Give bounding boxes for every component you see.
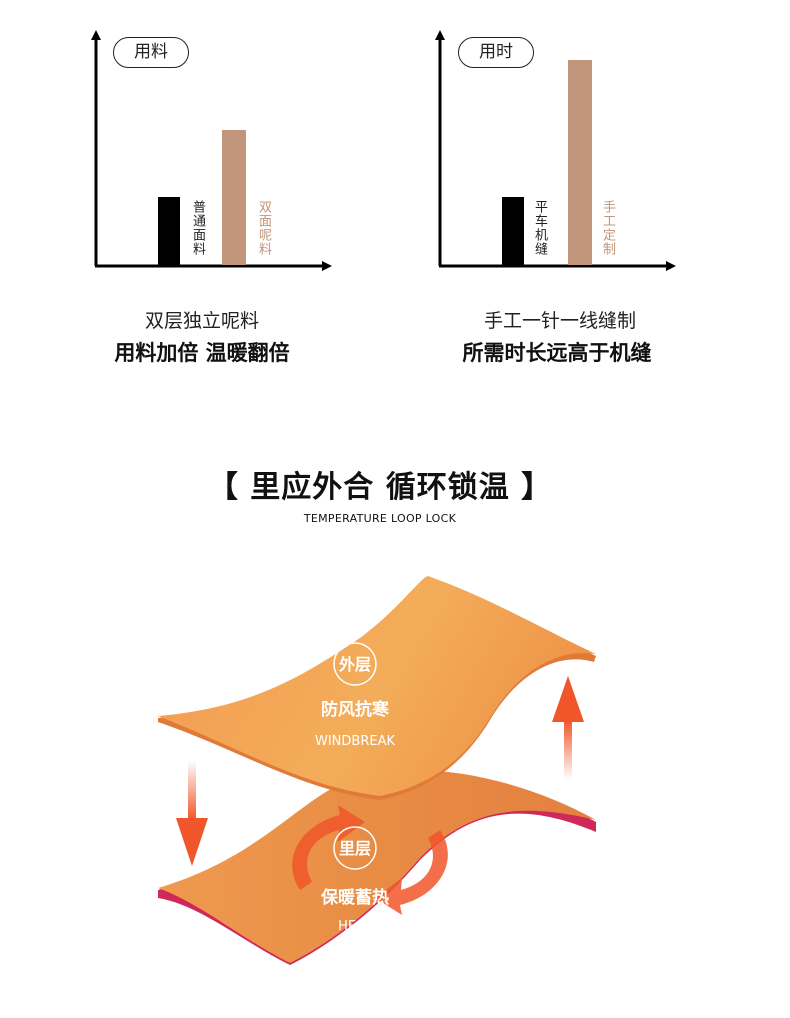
- chart1-x-arrow: [322, 261, 332, 271]
- chart1-caption-line1: 双层独立呢料: [144, 310, 259, 332]
- chart2-caption-line2: 所需时长远高于机缝: [462, 341, 652, 365]
- chart2-tag: 用时: [458, 37, 534, 68]
- inner-badge-circle: [333, 826, 377, 870]
- bar-label: 双面呢料: [256, 200, 271, 256]
- cycle-arrow-icon: [292, 805, 448, 915]
- chart2-x-arrow: [666, 261, 676, 271]
- bar-label: 手工定制: [600, 200, 615, 256]
- bar-double-wool: [222, 130, 246, 265]
- chart1-y-arrow: [91, 30, 101, 40]
- up-arrow-icon: [552, 676, 584, 780]
- outer-layer: [158, 576, 596, 800]
- chart1-axes: [94, 38, 324, 268]
- chart2-axes: [438, 38, 668, 268]
- chart2-y-arrow: [435, 30, 445, 40]
- bar-regular-fabric: [158, 197, 180, 265]
- chart1-tag: 用料: [113, 37, 189, 68]
- chart2-caption-line1: 手工一针一线缝制: [483, 310, 636, 332]
- inner-en: HEAT: [338, 919, 372, 934]
- bar-machine-sewn: [502, 197, 524, 265]
- down-arrow-icon: [176, 760, 208, 866]
- outer-title: 防风抗寒: [321, 699, 389, 720]
- bar-label: 普通面料: [190, 200, 205, 256]
- bar-label: 平车机缝: [532, 200, 547, 256]
- inner-layer: [158, 770, 596, 965]
- outer-en: WINDBREAK: [315, 734, 395, 749]
- inner-badge: 里层: [339, 839, 371, 858]
- section-subtitle: TEMPERATURE LOOP LOCK: [303, 512, 457, 525]
- inner-title: 保暖蓄热: [320, 887, 389, 908]
- chart-axes: [91, 30, 676, 271]
- section-title: 【 里应外合 循环锁温 】: [207, 470, 553, 505]
- layer-diagram: 外层 防风抗寒 WINDBREAK 里层 保暖蓄热 HEAT: [158, 576, 596, 965]
- chart1-caption-line2: 用料加倍 温暖翻倍: [114, 341, 290, 365]
- outer-badge: 外层: [338, 655, 371, 674]
- outer-badge-circle: [333, 642, 377, 686]
- bar-handmade: [568, 60, 592, 265]
